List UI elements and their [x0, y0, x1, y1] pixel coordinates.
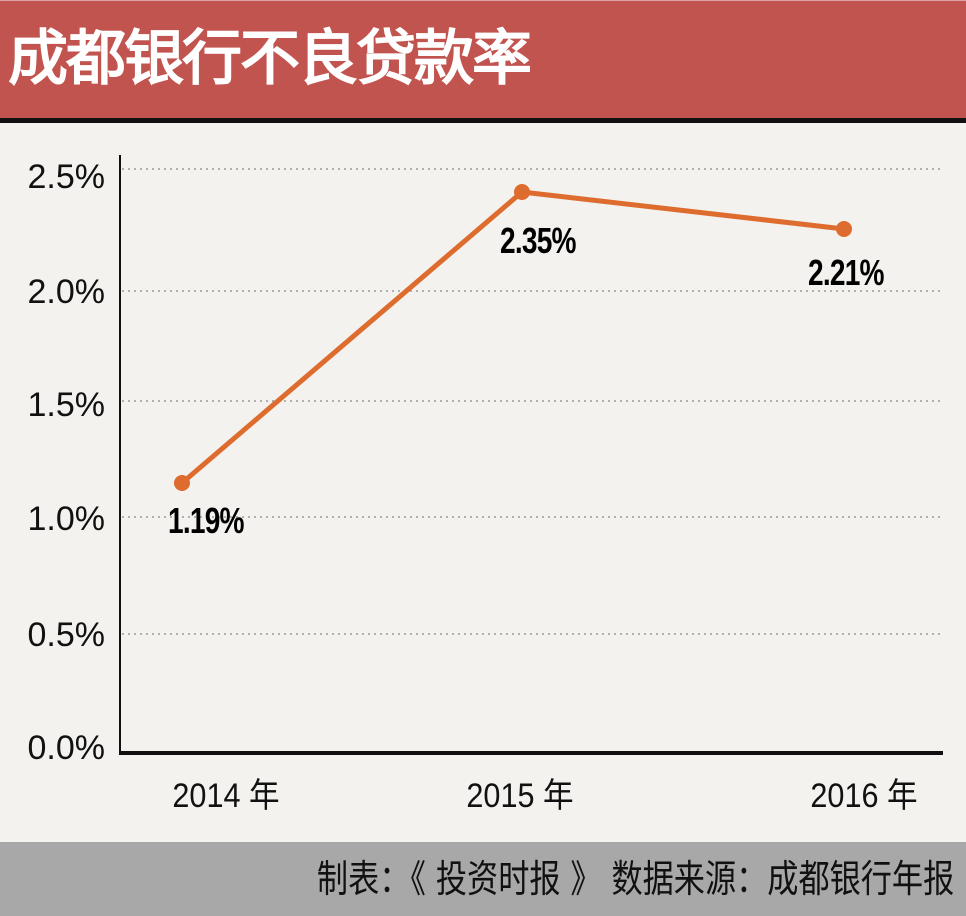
data-point-2014: [174, 475, 190, 491]
y-tick-1.5: 1.5%: [27, 386, 106, 424]
data-label-2016: 2.21%: [808, 252, 885, 293]
data-point-2016: [836, 221, 852, 237]
y-tick-0.5: 0.5%: [27, 616, 106, 654]
source-credit: 制表：《 投资时报 》 数据来源：成都银行年报: [316, 857, 954, 901]
y-tick-2.0: 2.0%: [27, 273, 106, 311]
data-point-2015: [514, 184, 530, 200]
x-tick-2016: 2016 年: [810, 777, 918, 815]
source-footer: 制表：《 投资时报 》 数据来源：成都银行年报: [0, 842, 966, 916]
header-divider: [0, 118, 966, 123]
x-tick-2015: 2015 年: [466, 777, 574, 815]
y-tick-1.0: 1.0%: [27, 500, 106, 538]
chart-title: 成都银行不良贷款率: [8, 24, 532, 94]
y-tick-0.0: 0.0%: [27, 729, 106, 767]
gridlines: [122, 168, 943, 635]
y-tick-2.5: 2.5%: [27, 158, 106, 196]
data-label-2014: 1.19%: [168, 500, 245, 541]
x-tick-2014: 2014 年: [172, 777, 280, 815]
data-label-2015: 2.35%: [500, 220, 577, 261]
line-chart: [119, 155, 943, 755]
title-banner: 成都银行不良贷款率: [0, 0, 966, 118]
